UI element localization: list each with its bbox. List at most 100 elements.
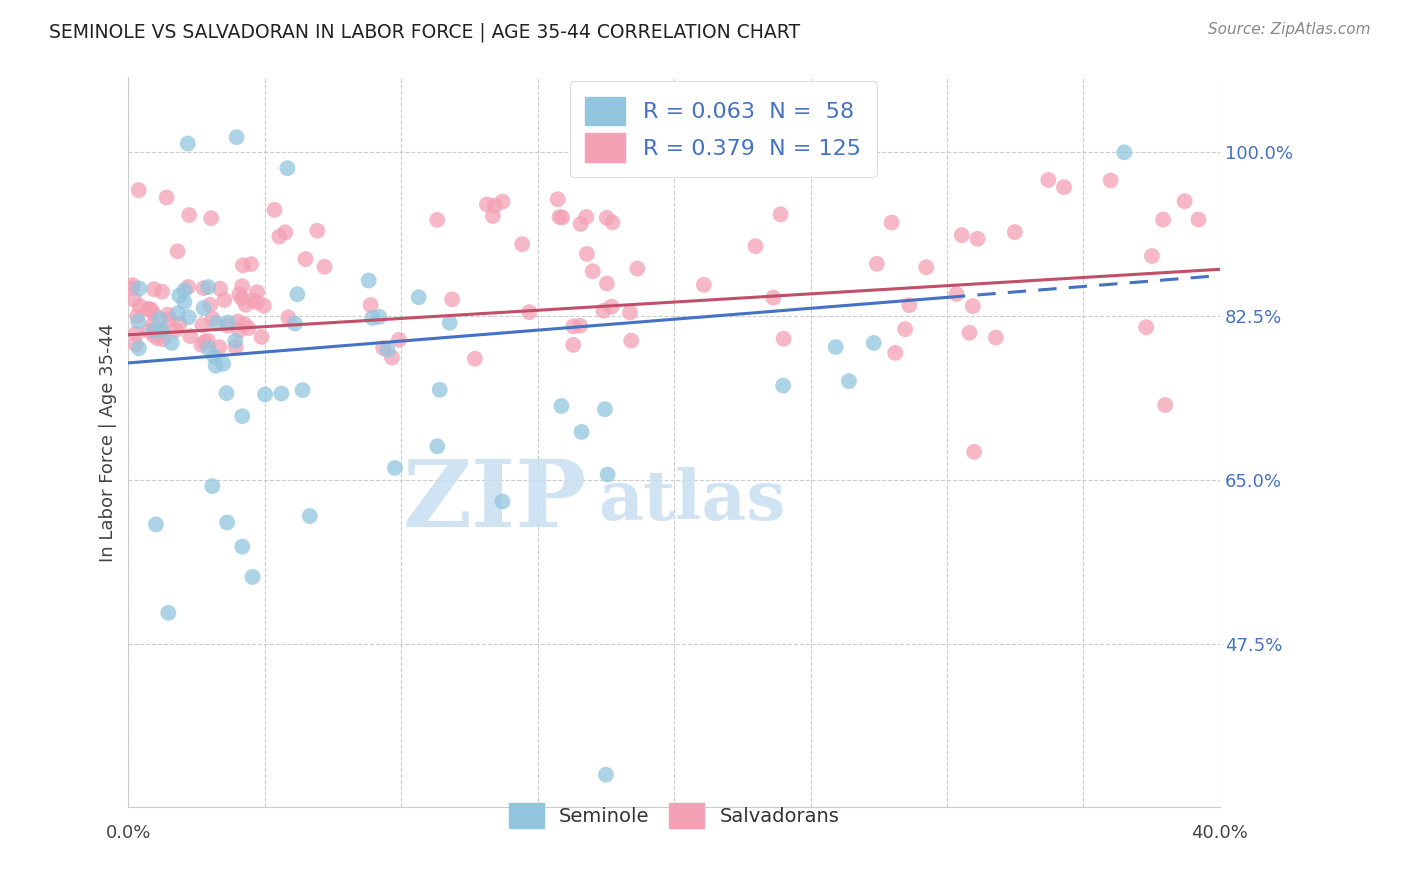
Point	[214, 293, 236, 307]
Point	[127, 314, 149, 328]
Point	[138, 324, 160, 338]
Point	[238, 321, 260, 335]
Point	[381, 351, 404, 365]
Point	[169, 288, 191, 302]
Point	[240, 257, 263, 271]
Point	[224, 334, 246, 348]
Point	[1187, 212, 1209, 227]
Point	[384, 461, 406, 475]
Point	[482, 209, 505, 223]
Text: ZIP: ZIP	[402, 456, 586, 546]
Point	[368, 310, 391, 324]
Point	[1174, 194, 1197, 209]
Point	[193, 301, 215, 315]
Point	[824, 340, 846, 354]
Point	[596, 211, 619, 225]
Point	[769, 207, 792, 221]
Point	[157, 312, 180, 326]
Point	[314, 260, 336, 274]
Text: Source: ZipAtlas.com: Source: ZipAtlas.com	[1208, 22, 1371, 37]
Point	[575, 210, 598, 224]
Point	[128, 183, 150, 197]
Point	[884, 346, 907, 360]
Point	[155, 190, 177, 204]
Point	[145, 517, 167, 532]
Point	[121, 281, 143, 295]
Point	[179, 208, 201, 222]
Point	[307, 224, 329, 238]
Point	[138, 302, 160, 317]
Point	[285, 287, 308, 301]
Point	[150, 285, 173, 299]
Point	[575, 247, 598, 261]
Point	[582, 264, 605, 278]
Point	[269, 229, 291, 244]
Point	[125, 337, 148, 351]
Point	[198, 298, 221, 312]
Point	[277, 310, 299, 325]
Point	[596, 467, 619, 482]
Point	[1099, 173, 1122, 187]
Text: 40.0%: 40.0%	[1191, 824, 1249, 842]
Point	[866, 257, 889, 271]
Point	[517, 305, 540, 319]
Point	[426, 213, 449, 227]
Point	[202, 350, 225, 364]
Point	[959, 326, 981, 340]
Point	[1152, 212, 1174, 227]
Point	[191, 318, 214, 333]
Point	[547, 192, 569, 206]
Point	[179, 329, 201, 343]
Point	[142, 328, 165, 343]
Point	[1114, 145, 1136, 160]
Point	[298, 509, 321, 524]
Point	[231, 540, 253, 554]
Point	[571, 425, 593, 439]
Point	[128, 281, 150, 295]
Point	[136, 301, 159, 316]
Point	[254, 387, 277, 401]
Point	[253, 299, 276, 313]
Point	[235, 298, 257, 312]
Point	[291, 383, 314, 397]
Point	[596, 277, 619, 291]
Point	[128, 299, 150, 313]
Point	[208, 340, 231, 354]
Point	[146, 331, 169, 345]
Point	[190, 338, 212, 352]
Point	[142, 318, 165, 332]
Point	[232, 259, 254, 273]
Point	[950, 228, 973, 243]
Point	[894, 322, 917, 336]
Point	[201, 311, 224, 326]
Point	[491, 494, 513, 508]
Point	[169, 317, 191, 331]
Point	[250, 330, 273, 344]
Point	[166, 244, 188, 259]
Point	[880, 216, 903, 230]
Point	[197, 280, 219, 294]
Point	[408, 290, 430, 304]
Point	[984, 331, 1007, 345]
Point	[360, 298, 382, 312]
Point	[620, 334, 643, 348]
Point	[142, 282, 165, 296]
Point	[231, 291, 253, 305]
Point	[915, 260, 938, 275]
Point	[562, 319, 585, 334]
Point	[693, 277, 716, 292]
Point	[762, 291, 785, 305]
Point	[197, 341, 219, 355]
Point	[439, 316, 461, 330]
Point	[150, 324, 173, 338]
Point	[569, 217, 592, 231]
Point	[225, 130, 247, 145]
Legend: Seminole, Salvadorans: Seminole, Salvadorans	[499, 794, 849, 838]
Point	[475, 197, 498, 211]
Point	[1038, 173, 1060, 187]
Point	[862, 335, 884, 350]
Point	[276, 161, 298, 176]
Point	[194, 334, 217, 349]
Point	[1135, 320, 1157, 334]
Point	[294, 252, 316, 266]
